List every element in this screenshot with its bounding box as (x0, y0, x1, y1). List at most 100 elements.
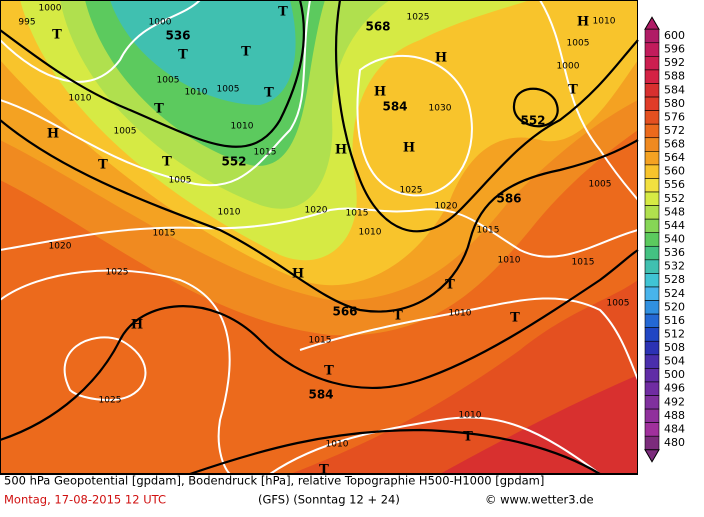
pressure-center-marker: T (510, 311, 520, 326)
colorbar-label: 512 (664, 327, 685, 340)
pressure-label: 1010 (459, 411, 482, 421)
pressure-label: 1025 (400, 186, 423, 196)
colorbar-cell (644, 96, 660, 111)
colorbar-cap (644, 449, 660, 463)
pressure-label: 1005 (169, 176, 192, 186)
colorbar-cell (644, 83, 660, 98)
colorbar-label: 480 (664, 436, 685, 449)
pressure-label: 1010 (326, 440, 349, 450)
pressure-label: 1030 (429, 104, 452, 114)
colorbar-cell (644, 273, 660, 288)
pressure-center-marker: T (278, 5, 288, 20)
colorbar-cell (644, 56, 660, 71)
colorbar-cell (644, 164, 660, 179)
pressure-center-marker: T (319, 463, 329, 478)
geopotential-label: 552 (520, 114, 545, 128)
pressure-label: 1005 (567, 39, 590, 49)
pressure-label: 1005 (589, 180, 612, 190)
colorbar-label: 492 (664, 395, 685, 408)
pressure-label: 1010 (498, 256, 521, 266)
colorbar-cap (644, 16, 660, 30)
pressure-label: 1000 (557, 62, 580, 72)
map-labels: 536 552 568 584 552 566 586 584 1000 1005 1005 1010… (18, 4, 629, 478)
pressure-label: 1005 (114, 127, 137, 137)
pressure-center-marker: H (131, 318, 143, 333)
isobars (0, 0, 639, 402)
colorbar-cell (644, 259, 660, 274)
colorbar-label: 544 (664, 219, 685, 232)
field (440, 375, 638, 474)
pressure-center-marker: T (568, 83, 578, 98)
pressure-center-marker: T (324, 364, 334, 379)
pressure-label: 1010 (449, 309, 472, 319)
colorbar-label: 528 (664, 273, 685, 286)
pressure-center-marker: T (178, 48, 188, 63)
colorbar-label: 540 (664, 233, 685, 246)
geopotential-label: 584 (308, 388, 333, 402)
colorbar-label: 484 (664, 422, 685, 435)
pressure-label: 1025 (99, 396, 122, 406)
pressure-label: 1010 (359, 228, 382, 238)
caption-date: Montag, 17-08-2015 12 UTC (4, 493, 166, 507)
colorbar-label: 552 (664, 192, 685, 205)
pressure-center-marker: T (445, 278, 455, 293)
pressure-center-marker: H (577, 15, 589, 30)
colorbar-cell (644, 368, 660, 383)
caption-title: 500 hPa Geopotential [gpdam], Bodendruck… (4, 474, 544, 488)
pressure-label: 1010 (593, 17, 616, 27)
pressure-label: 1000 (149, 18, 172, 28)
colorbar-label: 568 (664, 138, 685, 151)
colorbar-label: 560 (664, 165, 685, 178)
colorbar-cell (644, 245, 660, 261)
pressure-label: 1015 (346, 209, 369, 219)
colorbar-cell (644, 28, 660, 44)
colorbar-label: 536 (664, 246, 685, 259)
colorbar-cell (644, 313, 660, 328)
geopotential-contours (0, 0, 639, 476)
pressure-center-marker: T (52, 28, 62, 43)
colorbar-cell (644, 435, 660, 451)
pressure-center-marker: T (241, 45, 251, 60)
colorbar-cell (644, 408, 660, 423)
pressure-center-marker: T (264, 86, 274, 101)
colorbar-label: 592 (664, 56, 685, 69)
pressure-center-marker: T (154, 102, 164, 117)
pressure-label: 1015 (309, 336, 332, 346)
colorbar-cell (644, 69, 660, 84)
pressure-center-marker: T (98, 158, 108, 173)
colorbar-cell (644, 205, 660, 220)
map-frame (0, 0, 638, 474)
pressure-center-marker: H (47, 127, 59, 142)
pressure-center-marker: H (292, 267, 304, 282)
colorbar-label: 564 (664, 151, 685, 164)
colorbar-label: 508 (664, 341, 685, 354)
geopotential-label: 552 (221, 155, 246, 169)
colorbar-cell (644, 123, 660, 139)
pressure-label: 1015 (572, 258, 595, 268)
geopotential-label: 584 (382, 100, 407, 114)
pressure-center-marker: H (335, 143, 347, 158)
colorbar-cell (644, 327, 660, 342)
colorbar-cell (644, 110, 660, 125)
colorbar-label: 504 (664, 355, 685, 368)
caption-source: © www.wetter3.de (485, 493, 594, 507)
pressure-center-marker: T (463, 430, 473, 445)
colorbar-cell (644, 232, 660, 247)
colorbar-label: 500 (664, 368, 685, 381)
caption-model: (GFS) (Sonntag 12 + 24) (258, 493, 400, 507)
colorbar-label: 572 (664, 124, 685, 137)
pressure-label: 1015 (153, 229, 176, 239)
map: 536 552 568 584 552 566 586 584 1000 1005 1005 1010… (0, 0, 639, 478)
colorbar-cell (644, 340, 660, 356)
colorbar-label: 524 (664, 287, 685, 300)
colorbar-cell (644, 381, 660, 396)
colorbar-label: 580 (664, 97, 685, 110)
pressure-label: 1020 (305, 206, 328, 216)
colorbar-cell (644, 42, 660, 57)
colorbar-label: 548 (664, 205, 685, 218)
pressure-label: 1020 (49, 242, 72, 252)
colorbar-cell (644, 137, 660, 152)
pressure-label: 1010 (231, 122, 254, 132)
geopotential-label: 586 (496, 192, 521, 206)
